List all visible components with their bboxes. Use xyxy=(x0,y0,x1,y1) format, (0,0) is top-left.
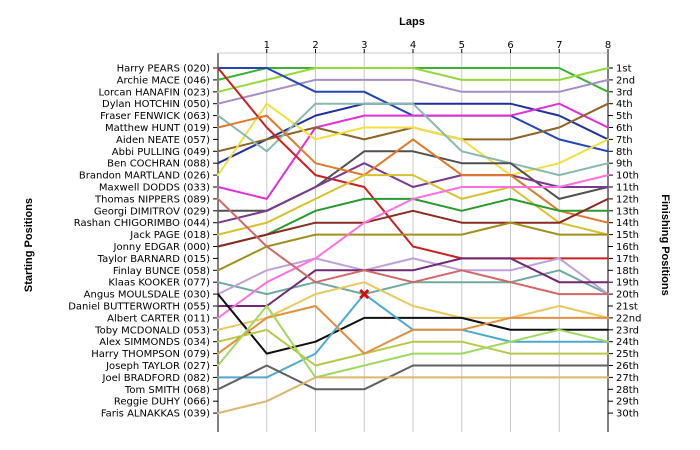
lap-tick-label: 5 xyxy=(459,40,465,51)
finishing-position-label: 24th xyxy=(616,337,639,348)
lap-tick-label: 6 xyxy=(507,40,513,51)
driver-position-line xyxy=(217,78,609,105)
starting-position-label: Faris ALNAKKAS (039) xyxy=(101,409,210,420)
starting-position-label: Finlay BUNCE (058) xyxy=(113,266,210,277)
starting-position-label: Taylor BARNARD (015) xyxy=(97,254,210,265)
finishing-position-label: 21st xyxy=(616,302,638,313)
driver-position-line xyxy=(217,364,609,391)
driver-position-line xyxy=(217,174,609,319)
driver-position-line xyxy=(217,328,609,367)
starting-position-label: Georgi DIMITROV (029) xyxy=(94,206,210,217)
starting-position-label: Maxwell DODDS (033) xyxy=(99,183,210,194)
starting-position-label: Albert CARTER (011) xyxy=(107,313,210,324)
lap-tick-label: 4 xyxy=(410,40,416,51)
finishing-position-label: 10th xyxy=(616,171,639,182)
driver-position-line xyxy=(217,102,609,200)
axis-labels: 1 2 3 4 5 6 7 8 Harry PEARS (020)Archie MACE (04… xyxy=(68,40,641,420)
driver-position-line xyxy=(217,293,609,355)
driver-position-line xyxy=(217,174,609,236)
driver-position-line xyxy=(217,257,609,296)
finishing-position-label: 7th xyxy=(616,135,633,146)
starting-position-label: Harry THOMPSON (079) xyxy=(91,349,210,360)
y-axis-label-right: Finishing Positions xyxy=(659,194,671,295)
finishing-position-label: 19th xyxy=(616,278,639,289)
finishing-position-label: 14th xyxy=(616,218,639,229)
starting-position-label: Reggie DUHY (066) xyxy=(114,397,210,408)
finishing-position-label: 2nd xyxy=(616,75,635,86)
lap-tick-label: 3 xyxy=(361,40,367,51)
starting-position-label: Klaas KOOKER (077) xyxy=(108,278,210,289)
finishing-position-label: 29th xyxy=(616,397,639,408)
starting-position-label: Archie MACE (046) xyxy=(117,75,210,86)
starting-position-label: Toby MCDONALD (053) xyxy=(94,325,210,336)
driver-position-line xyxy=(217,102,609,177)
driver-position-line xyxy=(217,376,609,415)
starting-position-label: Daniel BUTTERWORTH (055) xyxy=(68,302,210,313)
finishing-position-label: 1st xyxy=(616,64,632,75)
starting-position-label: Ben COCHRAN (088) xyxy=(107,159,210,170)
lap-tick-label: 1 xyxy=(264,40,270,51)
finishing-position-label: 11th xyxy=(616,183,639,194)
driver-position-line xyxy=(217,305,609,379)
finishing-position-label: 9th xyxy=(616,159,633,170)
finishing-position-label: 12th xyxy=(616,194,639,205)
finishing-position-label: 8th xyxy=(616,147,633,158)
y-axis-label-left: Starting Positions xyxy=(23,198,35,292)
finishing-position-label: 4th xyxy=(616,99,633,110)
finishing-position-label: 3rd xyxy=(616,87,633,98)
starting-position-label: Jack PAGE (018) xyxy=(129,230,210,241)
driver-position-line xyxy=(217,67,609,260)
retired-marker-icon xyxy=(359,289,370,300)
driver-position-line xyxy=(217,102,609,177)
starting-position-label: Angus MOULSDALE (030) xyxy=(84,290,210,301)
chart-title: Laps xyxy=(399,16,425,28)
starting-position-label: Harry PEARS (020) xyxy=(117,64,210,75)
starting-position-label: Joseph TAYLOR (027) xyxy=(105,361,210,372)
finishing-position-label: 18th xyxy=(616,266,639,277)
driver-position-line xyxy=(217,257,609,307)
starting-position-label: Thomas NIPPERS (089) xyxy=(94,194,210,205)
finishing-position-label: 13th xyxy=(616,206,639,217)
finishing-position-label: 23rd xyxy=(616,325,639,336)
starting-position-label: Lorcan HANAFIN (023) xyxy=(99,87,211,98)
driver-position-line xyxy=(217,162,609,224)
starting-position-label: Alex SIMMONDS (034) xyxy=(99,337,210,348)
finishing-position-label: 17th xyxy=(616,254,639,265)
finishing-position-label: 28th xyxy=(616,385,639,396)
starting-position-label: Fraser FENWICK (063) xyxy=(100,111,210,122)
finishing-position-label: 15th xyxy=(616,230,639,241)
finishing-position-label: 30th xyxy=(616,409,639,420)
lap-tick-label: 2 xyxy=(312,40,318,51)
driver-position-line xyxy=(217,197,609,296)
lap-tick-label: 7 xyxy=(556,40,562,51)
finishing-position-label: 5th xyxy=(616,111,633,122)
starting-position-label: Jonny EDGAR (000) xyxy=(113,242,211,253)
finishing-position-label: 20th xyxy=(616,290,639,301)
finishing-position-label: 16th xyxy=(616,242,639,253)
marker-layer xyxy=(359,289,370,300)
series-lines xyxy=(217,67,609,415)
starting-position-label: Abbi PULLING (049) xyxy=(112,147,210,158)
starting-position-label: Aiden NEATE (057) xyxy=(116,135,210,146)
finishing-position-label: 26th xyxy=(616,361,639,372)
driver-position-line xyxy=(217,305,609,355)
finishing-position-label: 22nd xyxy=(616,313,641,324)
starting-position-label: Matthew HUNT (019) xyxy=(105,123,210,134)
finishing-position-label: 25th xyxy=(616,349,639,360)
starting-position-label: Dylan HOTCHIN (050) xyxy=(102,99,210,110)
starting-position-label: Brandon MARTLAND (026) xyxy=(79,171,210,182)
driver-position-line xyxy=(217,221,609,272)
driver-position-line xyxy=(217,281,609,331)
starting-position-label: Rashan CHIGORIMBO (044) xyxy=(74,218,210,229)
starting-position-label: Tom SMITH (068) xyxy=(124,385,210,396)
driver-position-line xyxy=(217,197,609,248)
starting-position-label: Joel BRADFORD (082) xyxy=(102,373,211,384)
finishing-position-label: 6th xyxy=(616,123,633,134)
lap-tick-label: 8 xyxy=(605,40,611,51)
driver-position-line xyxy=(217,114,609,224)
finishing-position-label: 27th xyxy=(616,373,639,384)
